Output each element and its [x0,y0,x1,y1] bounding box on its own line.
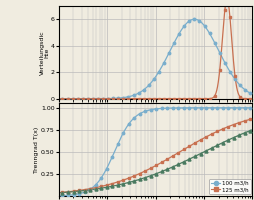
Legend: 100 m3/h, 125 m3/h: 100 m3/h, 125 m3/h [208,179,250,194]
Y-axis label: Trenngrad T(x): Trenngrad T(x) [34,127,39,173]
Y-axis label: Verteilungsdic
hte: Verteilungsdic hte [39,30,49,75]
